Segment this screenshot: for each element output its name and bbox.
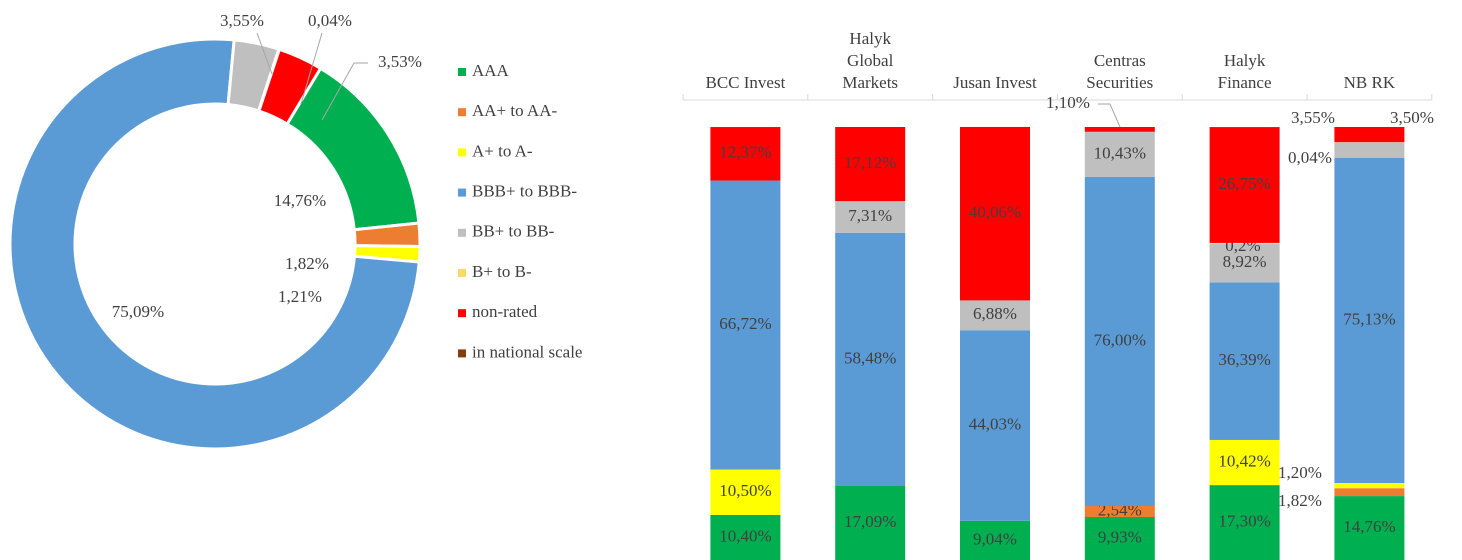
data-label: 17,09%: [844, 512, 896, 531]
data-label: 1,21%: [278, 287, 322, 306]
data-label: 9,93%: [1098, 527, 1142, 546]
legend-label: A+ to A-: [472, 141, 533, 160]
bar-segment: [1334, 157, 1405, 484]
bar-segment: [1209, 439, 1280, 486]
bar-segment: [1209, 243, 1280, 283]
legend-swatch: [458, 108, 466, 117]
bar-segment: [1209, 127, 1280, 243]
data-label: 1,20%: [1278, 463, 1322, 482]
bar-segment: [710, 180, 781, 470]
bar-segment: [960, 520, 1030, 560]
data-label: 75,13%: [1343, 309, 1395, 328]
leader-line: [1098, 103, 1121, 128]
legend-label: BB+ to BB-: [472, 222, 555, 241]
bar-segment: [710, 514, 781, 560]
bar-segment: [1209, 242, 1280, 244]
x-tick-label: Jusan Invest: [953, 73, 1037, 92]
data-label: 44,03%: [969, 414, 1021, 433]
data-label: 0,04%: [308, 11, 352, 30]
data-label: 26,75%: [1218, 174, 1270, 193]
data-label: 66,72%: [719, 314, 771, 333]
x-tick-label: Centras Securities: [1086, 51, 1154, 92]
bar-segment: [1084, 517, 1155, 560]
data-label: 10,43%: [1094, 143, 1146, 162]
bar-segment: [1209, 282, 1280, 440]
legend-label: AAA: [472, 61, 510, 80]
bar-segment: [835, 232, 906, 487]
legend-swatch: [458, 269, 466, 277]
data-label: 14,76%: [1343, 517, 1395, 536]
bar-segment: [1334, 496, 1405, 560]
bar-segment: [1334, 488, 1405, 497]
data-label: 76,00%: [1094, 330, 1146, 349]
data-label: 1,10%: [1046, 93, 1090, 112]
bar-segment: [710, 469, 781, 515]
legend-label: in national scale: [472, 342, 582, 361]
data-label: 1,82%: [1278, 491, 1322, 510]
legend-swatch: [458, 148, 466, 157]
donut-slice: [257, 47, 323, 127]
data-label: 1,82%: [285, 254, 329, 273]
x-tick-label: Halyk Finance: [1217, 51, 1272, 92]
bar-segment: [1084, 176, 1155, 507]
bar-segment: [1334, 127, 1405, 143]
data-label: 3,53%: [378, 52, 422, 71]
data-label: 6,88%: [973, 304, 1017, 323]
data-label: 3,55%: [1291, 108, 1335, 127]
data-label: 7,31%: [848, 206, 892, 225]
data-label: 17,12%: [844, 153, 896, 172]
data-label: 17,30%: [1218, 511, 1270, 530]
donut-slice: [8, 37, 421, 451]
data-label: 14,76%: [274, 191, 326, 210]
category-labels: BCC Invest Halyk Global Markets Jusan Inve…: [683, 0, 1432, 94]
bar-segment: [960, 300, 1030, 331]
data-label: 3,55%: [220, 11, 264, 30]
leader-line: [321, 62, 368, 121]
data-label: 3,50%: [1390, 108, 1434, 127]
bar-segment: [1209, 485, 1280, 560]
data-label: 36,39%: [1218, 350, 1270, 369]
bar-segment: [1084, 131, 1155, 177]
legend-swatch: [458, 68, 466, 76]
legend-label: non-rated: [472, 302, 538, 321]
x-tick-label: Halyk Global Markets: [842, 29, 899, 92]
x-tick-label: NB RK: [1343, 73, 1396, 92]
bar-segment: [835, 486, 906, 560]
data-label: 10,40%: [719, 526, 771, 545]
legend-swatch: [458, 349, 466, 358]
data-label: 40,06%: [969, 203, 1021, 222]
data-label: 0,04%: [1288, 148, 1332, 167]
leader-line: [256, 32, 273, 75]
legend-swatch: [458, 228, 466, 237]
data-label: 10,42%: [1218, 451, 1270, 470]
x-tick-label: BCC Invest: [705, 73, 786, 92]
bar-segment: [1084, 127, 1155, 132]
legend-label: B+ to B-: [472, 262, 532, 281]
legend-swatch: [458, 309, 466, 318]
data-label: 75,09%: [112, 302, 164, 321]
bar-segment: [835, 127, 906, 202]
bar-segment: [710, 127, 781, 181]
bar-segment: [1334, 483, 1405, 489]
data-label: 12,37%: [719, 143, 771, 162]
bar-segment: [960, 330, 1030, 521]
data-label: 9,04%: [973, 529, 1017, 548]
legend-label: AA+ to AA-: [472, 101, 557, 120]
data-label: 10,50%: [719, 481, 771, 500]
bar-segment: [1084, 506, 1155, 518]
data-label: 58,48%: [844, 348, 896, 367]
bar-segment: [835, 201, 906, 233]
data-label: 8,92%: [1223, 252, 1267, 271]
legend-label: BBB+ to BBB-: [472, 182, 577, 201]
leader-line: [300, 32, 323, 105]
bar-segment: [1334, 142, 1405, 158]
bar-segment: [960, 126, 1030, 301]
legend-swatch: [458, 188, 466, 197]
